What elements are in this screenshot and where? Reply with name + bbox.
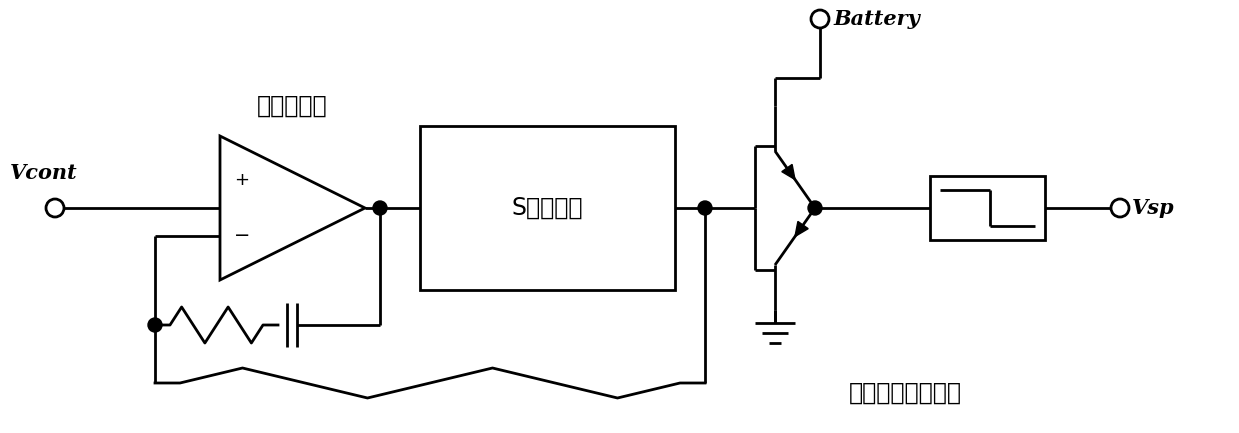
Text: 运算放大器: 运算放大器 [258,94,328,118]
Circle shape [147,318,162,332]
Text: +: + [234,171,249,189]
Text: Vcont: Vcont [10,163,78,183]
Text: Battery: Battery [833,9,919,29]
Circle shape [373,201,387,215]
Polygon shape [782,165,795,180]
FancyBboxPatch shape [930,176,1044,240]
Text: S类调制器: S类调制器 [512,196,584,220]
Circle shape [808,201,821,215]
Polygon shape [795,221,808,236]
FancyBboxPatch shape [420,126,675,290]
Text: Vsp: Vsp [1132,198,1175,218]
Text: −: − [234,226,250,246]
Circle shape [698,201,712,215]
Text: 推挤式电流放大器: 推挤式电流放大器 [849,381,961,405]
